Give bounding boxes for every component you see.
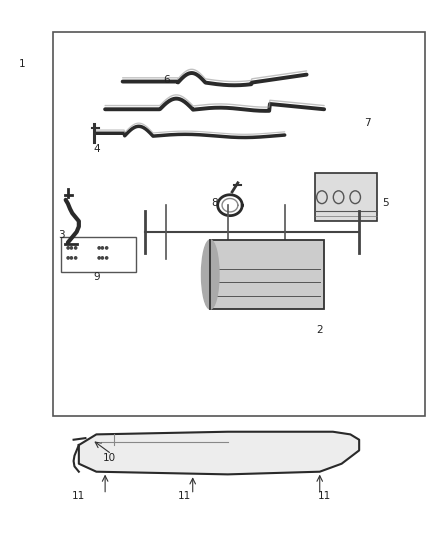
Bar	[315, 173, 377, 221]
Text: 1: 1	[18, 59, 25, 69]
Text: 3: 3	[58, 230, 65, 239]
Text: 7: 7	[364, 118, 371, 127]
Bar	[61, 237, 136, 272]
Text: ●●●: ●●●	[96, 244, 110, 249]
Text: 2: 2	[316, 326, 323, 335]
Bar	[210, 240, 324, 309]
Text: 5: 5	[382, 198, 389, 207]
Text: ●●●: ●●●	[66, 254, 79, 260]
Text: ●●●: ●●●	[66, 244, 79, 249]
Text: 9: 9	[93, 272, 100, 282]
Ellipse shape	[201, 240, 219, 309]
Text: ●●●: ●●●	[96, 254, 110, 260]
Bar	[53, 32, 425, 416]
Text: 8: 8	[211, 198, 218, 207]
Text: 6: 6	[163, 75, 170, 85]
Text: 4: 4	[93, 144, 100, 154]
Text: 11: 11	[177, 491, 191, 500]
Text: 11: 11	[72, 491, 85, 500]
Text: 11: 11	[318, 491, 331, 500]
Polygon shape	[79, 432, 359, 474]
Text: 10: 10	[103, 454, 116, 463]
